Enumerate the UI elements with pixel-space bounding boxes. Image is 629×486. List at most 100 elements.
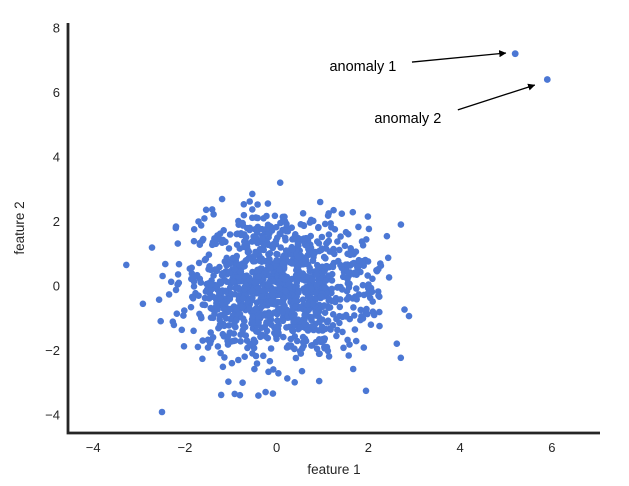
data-point	[307, 232, 315, 240]
data-point	[328, 285, 336, 293]
data-point	[325, 231, 333, 238]
data-point	[362, 387, 370, 395]
data-point	[249, 190, 256, 198]
data-point	[239, 295, 247, 302]
data-point	[190, 237, 198, 245]
data-point	[352, 337, 360, 345]
data-point	[222, 287, 229, 295]
data-point	[349, 260, 356, 268]
data-point	[195, 218, 202, 225]
data-point	[324, 317, 332, 325]
data-point	[309, 342, 316, 349]
data-point	[346, 251, 354, 259]
data-point	[162, 260, 169, 268]
data-point	[401, 306, 408, 313]
data-point	[199, 301, 207, 309]
data-point	[249, 312, 257, 320]
data-point	[258, 258, 266, 266]
data-point	[256, 247, 263, 254]
data-point	[249, 350, 256, 357]
data-point	[297, 304, 305, 312]
data-point	[155, 296, 163, 304]
data-point	[252, 328, 260, 335]
data-point	[349, 365, 357, 373]
y-axis-label: feature 2	[12, 201, 27, 254]
data-point	[294, 297, 301, 305]
data-point	[320, 302, 328, 309]
data-point	[178, 326, 186, 334]
data-point	[266, 250, 274, 257]
data-point	[226, 269, 233, 277]
data-point	[385, 274, 393, 281]
data-point	[190, 283, 198, 290]
data-point	[264, 200, 272, 207]
data-point	[207, 304, 215, 312]
data-point	[251, 338, 259, 346]
data-point	[254, 267, 262, 275]
data-point	[205, 295, 213, 302]
data-point	[213, 267, 221, 275]
data-point	[199, 337, 206, 344]
data-point	[216, 278, 224, 285]
data-point	[353, 296, 361, 303]
data-point	[224, 332, 232, 340]
data-point	[223, 298, 231, 306]
data-point	[282, 247, 290, 254]
data-point	[272, 329, 280, 337]
data-point	[331, 226, 339, 233]
data-point	[123, 261, 130, 269]
data-point	[359, 281, 367, 289]
data-point	[235, 356, 242, 364]
data-point	[364, 213, 372, 220]
data-point	[254, 214, 261, 222]
data-point	[258, 331, 266, 339]
data-point	[265, 368, 272, 376]
data-point	[276, 266, 283, 273]
data-point	[284, 375, 291, 382]
data-point	[231, 390, 238, 398]
data-point	[304, 327, 312, 334]
data-point	[291, 345, 298, 353]
data-point	[266, 357, 274, 365]
data-point	[294, 276, 302, 283]
data-point	[216, 312, 224, 320]
y-tick-label: 4	[53, 149, 60, 164]
data-point	[207, 281, 215, 288]
data-point	[246, 198, 253, 205]
data-point	[262, 388, 269, 396]
data-point	[336, 319, 343, 327]
data-point	[202, 255, 210, 263]
data-point	[376, 308, 383, 316]
data-point	[255, 273, 262, 281]
data-point	[239, 219, 246, 227]
data-point	[229, 254, 237, 262]
data-point	[359, 242, 367, 249]
data-point	[347, 245, 355, 252]
data-point	[328, 277, 336, 284]
data-point	[344, 336, 351, 344]
data-point	[228, 290, 235, 298]
data-point	[237, 231, 245, 239]
y-tick-label: 0	[53, 279, 60, 294]
y-tick-label: 8	[53, 20, 60, 35]
data-point	[326, 248, 334, 255]
data-point	[223, 254, 230, 262]
y-tick-label: 2	[53, 214, 60, 229]
data-point	[376, 322, 383, 330]
data-point	[274, 251, 281, 258]
data-point	[353, 285, 360, 292]
data-point	[328, 270, 336, 278]
data-point	[397, 354, 405, 362]
data-point	[281, 213, 288, 221]
data-point	[301, 320, 309, 328]
data-point	[242, 332, 250, 339]
data-point	[376, 293, 383, 301]
data-point	[279, 260, 287, 267]
data-point	[281, 276, 289, 283]
data-point	[170, 321, 178, 329]
data-point	[364, 290, 372, 298]
data-point	[235, 273, 243, 280]
data-point	[367, 321, 375, 329]
